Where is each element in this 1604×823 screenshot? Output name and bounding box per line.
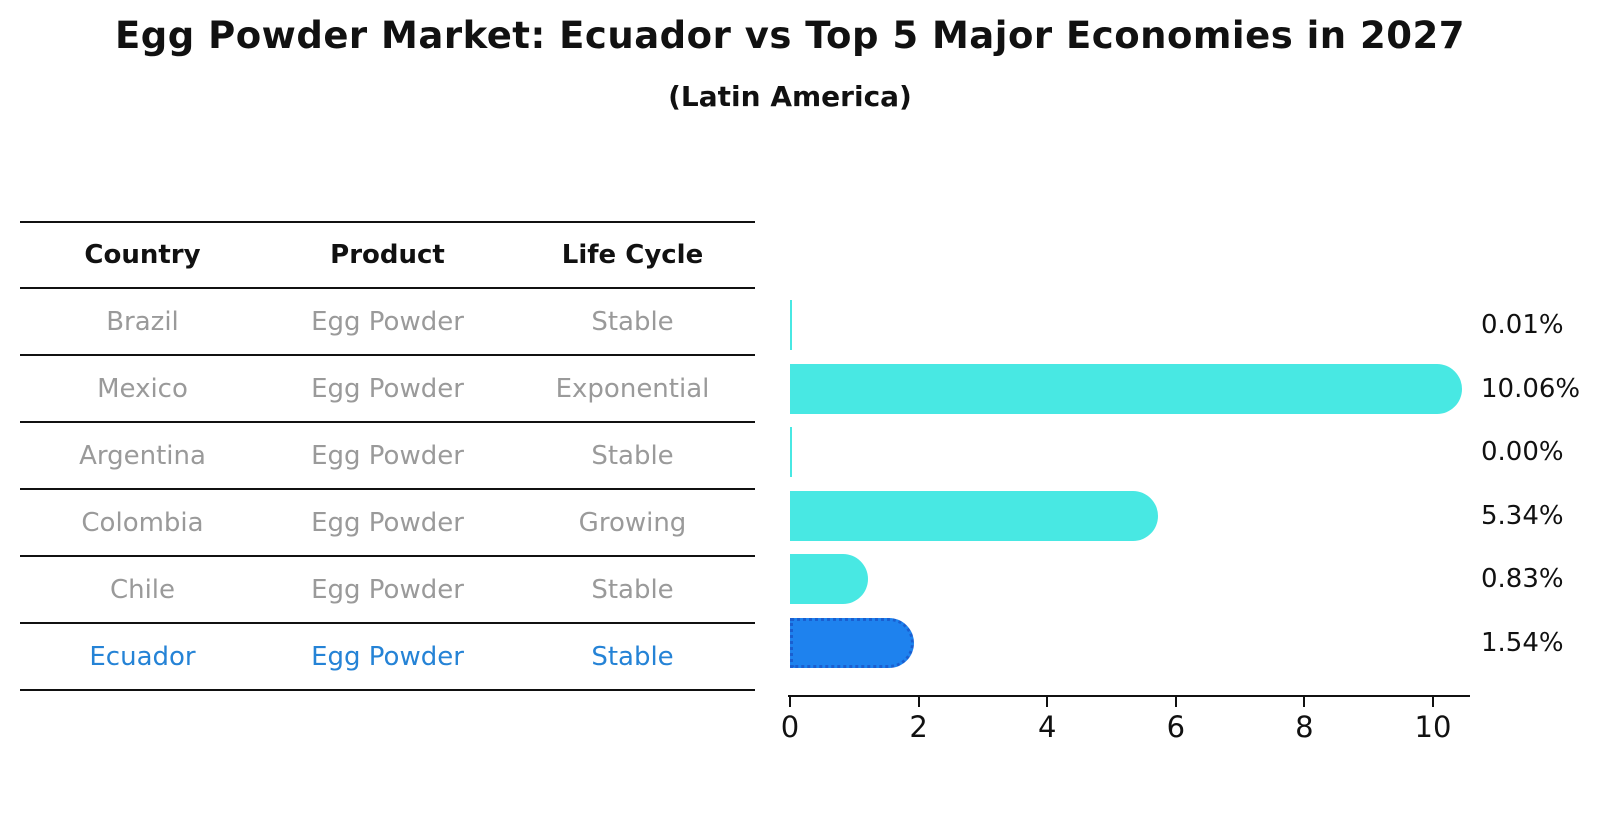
x-tick-label-2: 2 <box>909 710 928 744</box>
table-row-colombia: Colombia Egg Powder Growing <box>20 490 755 557</box>
cell-country: Brazil <box>106 306 179 337</box>
cell-country: Mexico <box>97 373 188 404</box>
value-label-colombia: 5.34% <box>1481 500 1564 531</box>
table-header-product: Product <box>330 240 445 270</box>
chart-subtitle: (Latin America) <box>668 80 912 113</box>
value-label-mexico: 10.06% <box>1481 373 1581 404</box>
bar-mexico <box>790 363 1462 414</box>
cell-country: Colombia <box>81 507 204 538</box>
country-table: Country Product Life Cycle Brazil Egg Powde… <box>20 221 755 691</box>
table-row-chile: Chile Egg Powder Stable <box>20 557 755 624</box>
value-label-argentina: 0.00% <box>1481 437 1564 467</box>
cell-life-cycle: Stable <box>591 306 674 337</box>
bar-argentina <box>790 427 792 477</box>
cell-product: Egg Powder <box>311 440 464 471</box>
cell-country: Chile <box>109 574 176 605</box>
x-tick-mark-6 <box>1174 696 1177 707</box>
value-label-chile: 0.83% <box>1481 564 1564 594</box>
table-row-ecuador: Ecuador Egg Powder Stable <box>20 624 755 691</box>
bar-ecuador <box>790 617 915 668</box>
table-row-mexico: Mexico Egg Powder Exponential <box>20 356 755 423</box>
cell-country: Argentina <box>79 440 206 471</box>
table-body: Brazil Egg Powder Stable Mexico Egg Powder Ex… <box>20 289 755 691</box>
x-tick-mark-0 <box>789 696 791 707</box>
table-header-row: Country Product Life Cycle <box>20 223 755 289</box>
x-tick-label-8: 8 <box>1295 710 1314 744</box>
x-tick-mark-10 <box>1432 696 1434 707</box>
cell-country: Ecuador <box>89 641 196 672</box>
bar-colombia <box>790 490 1159 541</box>
x-axis-line <box>788 695 1470 697</box>
cell-life-cycle: Stable <box>591 440 674 471</box>
cell-product: Egg Powder <box>311 641 464 672</box>
x-tick-mark-2 <box>917 696 920 707</box>
cell-product: Egg Powder <box>311 373 464 404</box>
x-tick-mark-4 <box>1046 696 1049 707</box>
table-row-argentina: Argentina Egg Powder Stable <box>20 423 755 490</box>
bar-chile <box>790 554 869 604</box>
table-header-life-cycle: Life Cycle <box>561 240 704 270</box>
x-tick-label-4: 4 <box>1037 710 1057 744</box>
cell-product: Egg Powder <box>311 306 464 337</box>
x-tick-label-10: 10 <box>1414 710 1452 744</box>
value-label-ecuador: 1.54% <box>1481 627 1564 658</box>
cell-product: Egg Powder <box>311 507 464 538</box>
cell-product: Egg Powder <box>311 574 464 605</box>
bar-brazil <box>790 300 793 350</box>
x-tick-mark-8 <box>1303 696 1306 707</box>
value-label-brazil: 0.01% <box>1481 310 1564 340</box>
x-tick-label-6: 6 <box>1166 710 1186 744</box>
cell-life-cycle: Growing <box>578 507 687 538</box>
table-row-brazil: Brazil Egg Powder Stable <box>20 289 755 356</box>
table-header-country: Country <box>84 240 201 270</box>
cell-life-cycle: Stable <box>591 574 674 605</box>
chart-title: Egg Powder Market: Ecuador vs Top 5 Majo… <box>115 14 1465 57</box>
cell-life-cycle: Exponential <box>555 373 710 404</box>
x-tick-label-0: 0 <box>780 710 800 744</box>
cell-life-cycle: Stable <box>591 641 674 672</box>
